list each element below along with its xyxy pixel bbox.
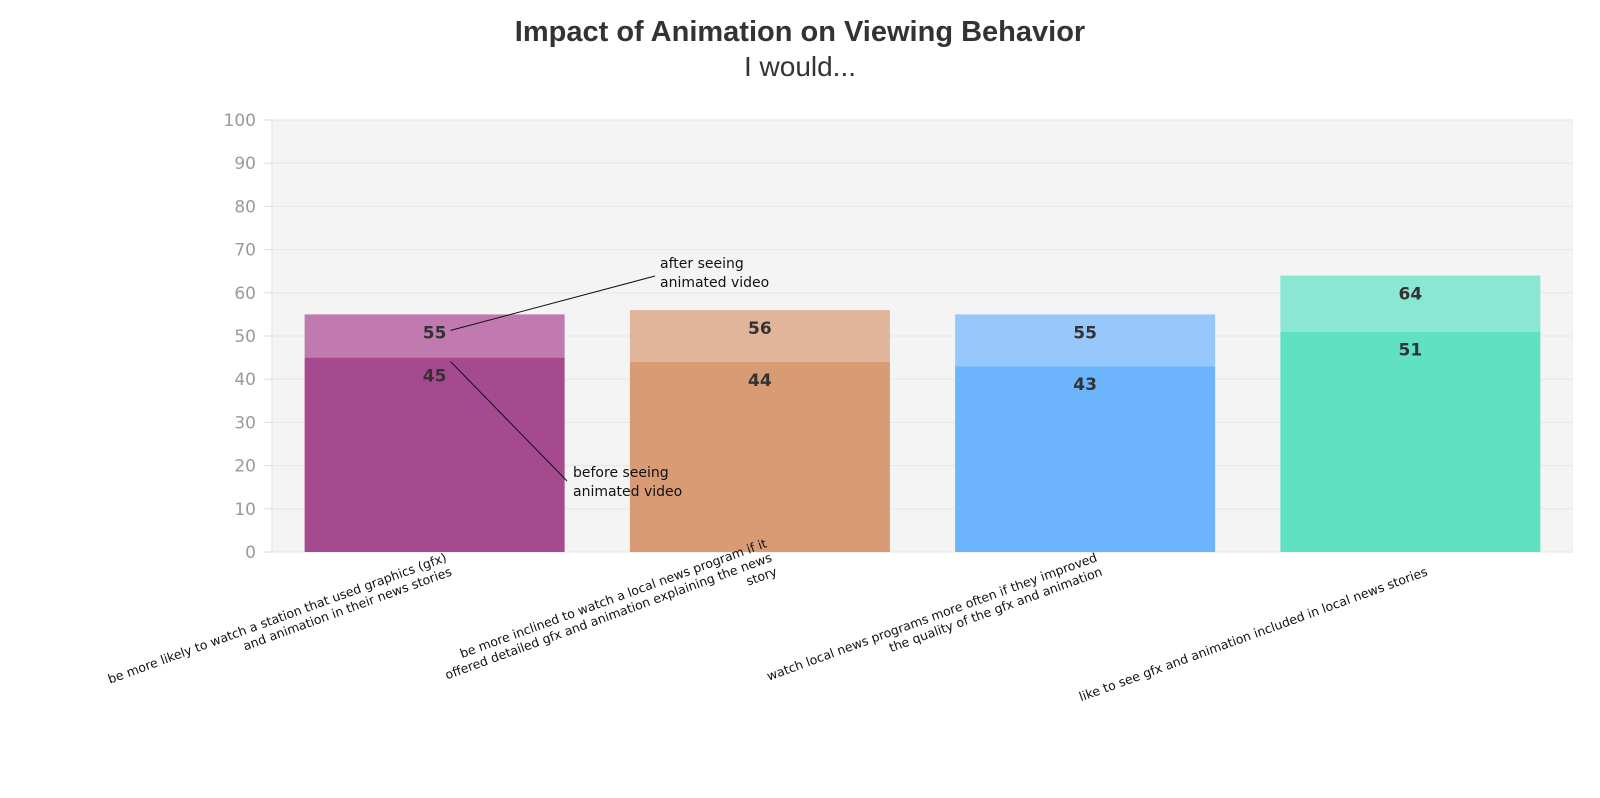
y-tick-label: 30 (234, 413, 256, 433)
annotation-after: after seeing animated video (660, 256, 769, 291)
y-tick-label: 60 (234, 284, 256, 304)
annotation-before-line: animated video (573, 484, 682, 500)
y-tick-label: 40 (234, 370, 256, 390)
chart-title: Impact of Animation on Viewing Behavior (514, 16, 1086, 48)
x-tick-label-text: like to see gfx and animation included i… (1077, 564, 1430, 705)
annotation-before: before seeing animated video (573, 465, 682, 500)
data-label-before: 45 (423, 367, 447, 387)
x-tick-label: watch local news programs more often if … (765, 550, 1104, 698)
annotation-after-line: animated video (660, 275, 769, 291)
annotation-after-line: after seeing (660, 256, 744, 272)
bar-after (629, 310, 890, 362)
x-tick-label-line: the quality of the gfx and animation (887, 564, 1104, 655)
bar-before (1280, 331, 1541, 552)
y-tick-label: 100 (224, 111, 256, 131)
x-tick-label-line: and animation in their news stories (241, 564, 454, 654)
x-tick-label-text: be more inclined to watch a local news p… (438, 535, 780, 696)
bar-before (955, 366, 1216, 552)
data-label-before: 51 (1399, 341, 1423, 361)
annotation-before-line: before seeing (573, 465, 669, 481)
x-tick-label-line: like to see gfx and animation included i… (1077, 564, 1430, 705)
annotation-leader-before (450, 361, 568, 482)
x-tick-label-line: be more inclined to watch a local news p… (458, 536, 769, 661)
x-tick-label-line: watch local news programs more often if … (765, 550, 1099, 684)
x-tick-label-line: be more likely to watch a station that u… (106, 550, 449, 687)
x-tick-label: be more inclined to watch a local news p… (438, 535, 780, 696)
data-label-before: 44 (748, 371, 772, 391)
bar-after (1280, 275, 1541, 332)
data-label-after: 55 (423, 323, 447, 343)
x-tick-label-text: be more likely to watch a station that u… (106, 550, 454, 701)
data-label-after: 64 (1399, 285, 1423, 305)
x-tick-label-line: offered detailed gfx and animation expla… (443, 550, 774, 683)
x-tick-label: like to see gfx and animation included i… (1077, 564, 1430, 705)
bar-after (304, 314, 565, 358)
x-tick-label: be more likely to watch a station that u… (106, 550, 454, 701)
y-tick-label: 10 (234, 500, 256, 520)
data-label-after: 55 (1073, 323, 1097, 343)
y-tick-label: 90 (234, 154, 256, 174)
data-label-before: 43 (1073, 375, 1097, 395)
y-tick-label: 50 (234, 327, 256, 347)
annotation-leader-after (450, 275, 656, 331)
bar-before (304, 357, 565, 552)
bar-after (955, 314, 1216, 367)
y-tick-label: 80 (234, 197, 256, 217)
y-tick-label: 70 (234, 241, 256, 261)
chart-subtitle: I would... (743, 51, 857, 82)
data-label-after: 56 (748, 319, 772, 339)
y-tick-label: 0 (245, 543, 256, 563)
x-tick-label-text: watch local news programs more often if … (765, 550, 1104, 698)
title-block: Impact of Animation on Viewing Behavior … (0, 14, 1600, 84)
bar-before (629, 361, 890, 552)
y-tick-label: 20 (234, 457, 256, 477)
